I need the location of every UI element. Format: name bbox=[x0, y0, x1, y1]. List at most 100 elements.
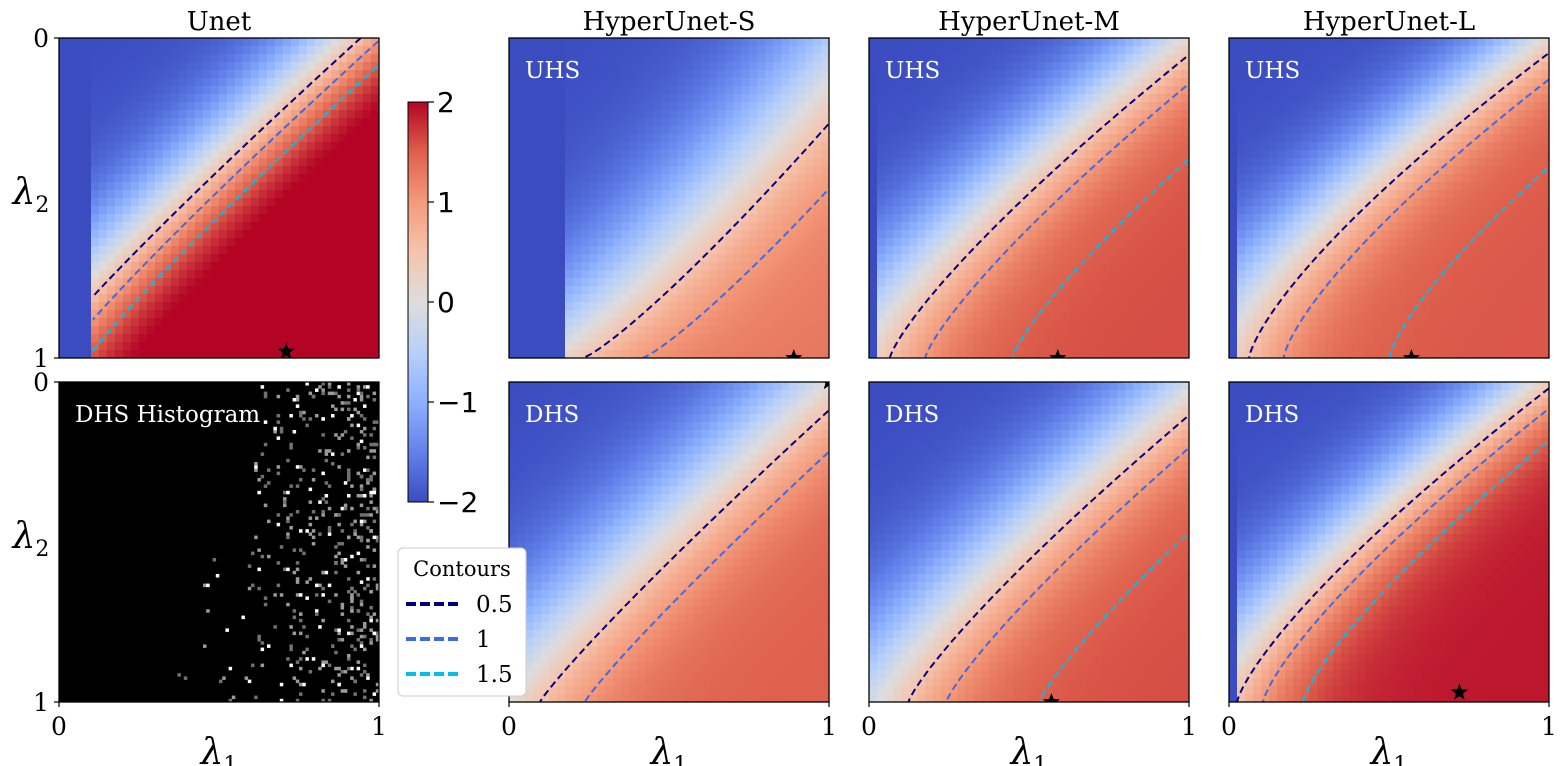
heatmap-cell bbox=[525, 310, 534, 319]
heatmap-cell bbox=[1173, 270, 1182, 279]
heatmap-cell bbox=[91, 350, 100, 358]
heatmap-cell bbox=[1117, 230, 1126, 239]
heatmap-cell bbox=[701, 126, 710, 135]
heatmap-cell bbox=[1021, 46, 1030, 55]
heatmap-cell bbox=[315, 126, 324, 135]
heatmap-cell bbox=[307, 86, 316, 95]
heatmap-cell bbox=[1133, 78, 1142, 87]
panel-title: Unet bbox=[187, 7, 252, 37]
heatmap-cell bbox=[1045, 166, 1054, 175]
heatmap-cell bbox=[1117, 174, 1126, 183]
heatmap-cell bbox=[869, 94, 878, 103]
heatmap-cell bbox=[813, 294, 822, 303]
heatmap-cell bbox=[1093, 150, 1102, 159]
heatmap-cell bbox=[179, 294, 188, 303]
heatmap-cell bbox=[123, 230, 132, 239]
heatmap-cell bbox=[965, 38, 974, 47]
heatmap-cell bbox=[605, 342, 614, 351]
heatmap-cell bbox=[339, 222, 348, 231]
heatmap-cell bbox=[179, 126, 188, 135]
heatmap-cell bbox=[1133, 126, 1142, 135]
heatmap-cell bbox=[339, 54, 348, 63]
heatmap-cell bbox=[211, 62, 220, 71]
heatmap-cell bbox=[613, 102, 622, 111]
heatmap-cell bbox=[1053, 214, 1062, 223]
heatmap-cell bbox=[1165, 62, 1174, 71]
heatmap-cell bbox=[251, 254, 260, 263]
heatmap-cell bbox=[307, 54, 316, 63]
heatmap-cell bbox=[581, 62, 590, 71]
heatmap-cell bbox=[877, 222, 886, 231]
heatmap-cell bbox=[1013, 222, 1022, 231]
heatmap-cell bbox=[701, 62, 710, 71]
heatmap-cell bbox=[789, 150, 798, 159]
heatmap-cell bbox=[219, 78, 228, 87]
heatmap-cell bbox=[525, 118, 534, 127]
heatmap-cell bbox=[901, 102, 910, 111]
heatmap-cell bbox=[1077, 198, 1086, 207]
heatmap-cell bbox=[909, 70, 918, 79]
heatmap-cell bbox=[901, 86, 910, 95]
heatmap-cell bbox=[219, 206, 228, 215]
heatmap-cell bbox=[1181, 102, 1189, 111]
heatmap-cell bbox=[275, 86, 284, 95]
heatmap-cell bbox=[669, 150, 678, 159]
heatmap-cell bbox=[605, 158, 614, 167]
heatmap-cell bbox=[629, 38, 638, 47]
heatmap-cell bbox=[1261, 78, 1270, 87]
heatmap-cell bbox=[267, 262, 276, 271]
heatmap-cell bbox=[813, 158, 822, 167]
heatmap-cell bbox=[789, 110, 798, 119]
heatmap-cell bbox=[869, 302, 878, 311]
heatmap-cell bbox=[965, 54, 974, 63]
heatmap-cell bbox=[1085, 326, 1094, 335]
heatmap-cell bbox=[259, 230, 268, 239]
heatmap-cell bbox=[299, 246, 308, 255]
heatmap-cell bbox=[541, 214, 550, 223]
heatmap-cell bbox=[773, 38, 782, 47]
heatmap-cell bbox=[363, 334, 372, 343]
heatmap-cell bbox=[1173, 222, 1182, 231]
heatmap-cell bbox=[1053, 334, 1062, 343]
heatmap-cell bbox=[709, 86, 718, 95]
heatmap-cell bbox=[83, 102, 92, 111]
heatmap-cell bbox=[179, 190, 188, 199]
heatmap-cell bbox=[549, 110, 558, 119]
heatmap-cell bbox=[163, 174, 172, 183]
heatmap-cell bbox=[709, 62, 718, 71]
heatmap-cell bbox=[99, 246, 108, 255]
heatmap-cell bbox=[901, 262, 910, 271]
heatmap-cell bbox=[701, 198, 710, 207]
heatmap-cell bbox=[533, 302, 542, 311]
heatmap-cell bbox=[299, 158, 308, 167]
heatmap-cell bbox=[725, 54, 734, 63]
heatmap-cell bbox=[371, 198, 379, 207]
heatmap-cell bbox=[957, 238, 966, 247]
heatmap-cell bbox=[797, 54, 806, 63]
heatmap-cell bbox=[821, 102, 829, 111]
heatmap-cell bbox=[115, 86, 124, 95]
heatmap-cell bbox=[989, 70, 998, 79]
heatmap-cell bbox=[267, 198, 276, 207]
heatmap-cell bbox=[283, 326, 292, 335]
heatmap-cell bbox=[227, 254, 236, 263]
heatmap-cell bbox=[741, 110, 750, 119]
heatmap-cell bbox=[805, 126, 814, 135]
heatmap-cell bbox=[1101, 230, 1110, 239]
heatmap-cell bbox=[123, 158, 132, 167]
heatmap-cell bbox=[733, 110, 742, 119]
heatmap-cell bbox=[315, 158, 324, 167]
heatmap-cell bbox=[685, 150, 694, 159]
heatmap-cell bbox=[637, 206, 646, 215]
heatmap-cell bbox=[1237, 214, 1246, 223]
heatmap-cell bbox=[733, 270, 742, 279]
heatmap-cell bbox=[91, 302, 100, 311]
heatmap-cell bbox=[259, 118, 268, 127]
heatmap-cell bbox=[1133, 110, 1142, 119]
heatmap-cell bbox=[331, 206, 340, 215]
heatmap-cell bbox=[1141, 150, 1150, 159]
heatmap-cell bbox=[1181, 326, 1189, 335]
heatmap-cell bbox=[821, 150, 829, 159]
heatmap-cell bbox=[597, 190, 606, 199]
heatmap-cell bbox=[75, 294, 84, 303]
